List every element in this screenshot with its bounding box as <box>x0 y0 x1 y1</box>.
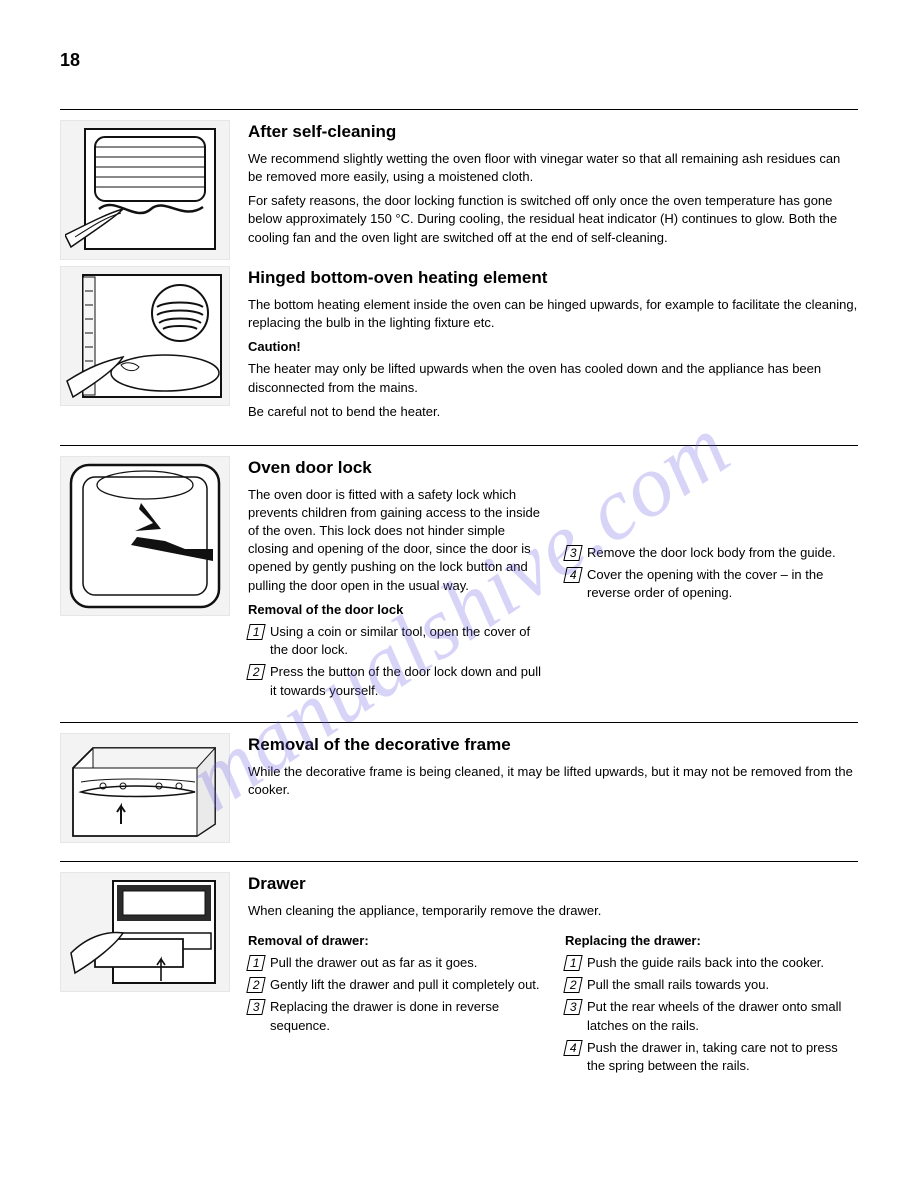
replace-step-1: 1Push the guide rails back into the cook… <box>565 954 858 972</box>
oven-svg-2 <box>65 271 225 401</box>
remove-step-3: 3Replacing the drawer is done in reverse… <box>248 998 541 1034</box>
drawer-svg <box>65 877 225 987</box>
replace-step-1-text: Push the guide rails back into the cooke… <box>587 954 858 972</box>
illustration-oven-fan <box>60 266 230 406</box>
illustration-door-lock <box>60 456 230 616</box>
illustration-dec-frame <box>60 733 230 843</box>
para-safety: For safety reasons, the door locking fun… <box>248 192 858 247</box>
step-2-text: Press the button of the door lock down a… <box>270 663 541 699</box>
caution-2: Be careful not to bend the heater. <box>248 403 858 421</box>
para-ash: We recommend slightly wetting the oven f… <box>248 150 858 186</box>
remove-step-2: 2Gently lift the drawer and pull it comp… <box>248 976 541 994</box>
divider-top <box>60 109 858 110</box>
illustration-drawer <box>60 872 230 992</box>
step-1-text: Using a coin or similar tool, open the c… <box>270 623 541 659</box>
para-hinged: The bottom heating element inside the ov… <box>248 296 858 332</box>
dec-frame-svg <box>65 738 225 838</box>
replace-step-3-text: Put the rear wheels of the drawer onto s… <box>587 998 858 1034</box>
divider-3 <box>60 722 858 723</box>
replace-step-2: 2Pull the small rails towards you. <box>565 976 858 994</box>
oven-svg-1 <box>65 125 225 255</box>
caution-1: The heater may only be lifted upwards wh… <box>248 360 858 396</box>
heading-hinged-element: Hinged bottom-oven heating element <box>248 266 858 290</box>
para-door-lock: The oven door is fitted with a safety lo… <box>248 486 541 595</box>
step-2: 2Press the button of the door lock down … <box>248 663 541 699</box>
step-1: 1Using a coin or similar tool, open the … <box>248 623 541 659</box>
heading-dec-frame: Removal of the decorative frame <box>248 733 858 757</box>
subhead-removal-door-lock: Removal of the door lock <box>248 601 541 619</box>
section-decorative-frame: Removal of the decorative frame While th… <box>60 733 858 843</box>
section-drawer: Drawer When cleaning the appliance, temp… <box>60 872 858 1079</box>
step-4-text: Cover the opening with the cover – in th… <box>587 566 858 602</box>
subhead-remove-drawer: Removal of drawer: <box>248 932 541 950</box>
heading-after-selfcleaning: After self-cleaning <box>248 120 858 144</box>
subhead-replace-drawer: Replacing the drawer: <box>565 932 858 950</box>
remove-step-1: 1Pull the drawer out as far as it goes. <box>248 954 541 972</box>
page-number: 18 <box>60 50 858 71</box>
replace-step-4-text: Push the drawer in, taking care not to p… <box>587 1039 858 1075</box>
remove-step-1-text: Pull the drawer out as far as it goes. <box>270 954 541 972</box>
para-dec-frame: While the decorative frame is being clea… <box>248 763 858 799</box>
replace-step-2-text: Pull the small rails towards you. <box>587 976 858 994</box>
remove-step-2-text: Gently lift the drawer and pull it compl… <box>270 976 541 994</box>
divider-2 <box>60 445 858 446</box>
step-4: 4Cover the opening with the cover – in t… <box>565 566 858 602</box>
illustration-oven-hinged-element <box>60 120 230 260</box>
section-after-selfcleaning: After self-cleaning We recommend slightl… <box>60 120 858 427</box>
caution-label: Caution! <box>248 338 858 356</box>
divider-4 <box>60 861 858 862</box>
door-lock-svg <box>65 461 225 611</box>
step-3: 3Remove the door lock body from the guid… <box>565 544 858 562</box>
heading-drawer: Drawer <box>248 872 858 896</box>
replace-step-3: 3Put the rear wheels of the drawer onto … <box>565 998 858 1034</box>
remove-step-3-text: Replacing the drawer is done in reverse … <box>270 998 541 1034</box>
heading-door-lock: Oven door lock <box>248 456 858 480</box>
step-3-text: Remove the door lock body from the guide… <box>587 544 858 562</box>
replace-step-4: 4Push the drawer in, taking care not to … <box>565 1039 858 1075</box>
para-drawer: When cleaning the appliance, temporarily… <box>248 902 858 920</box>
section-door-lock: Oven door lock The oven door is fitted w… <box>60 456 858 704</box>
